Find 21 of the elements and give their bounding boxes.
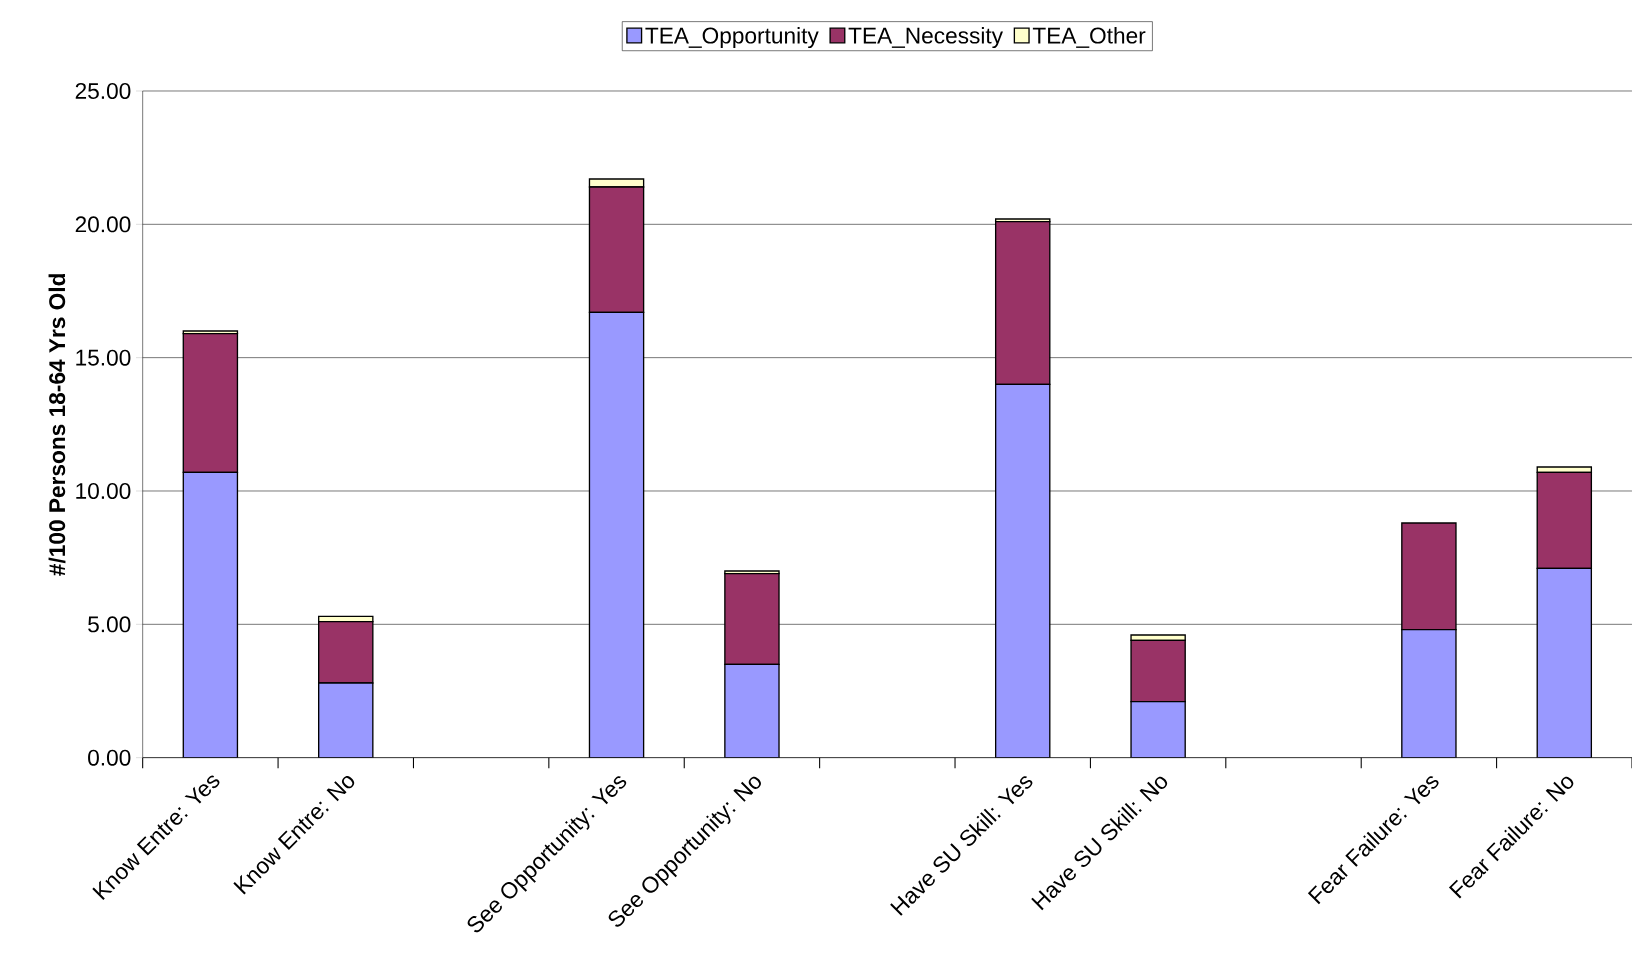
legend-label: TEA_Necessity (848, 26, 1003, 49)
bar (318, 682, 374, 758)
legend-label: TEA_Opportunity (645, 26, 819, 49)
y-tick-label: 15.00 (76, 349, 131, 366)
y-tick-label: 5.00 (88, 616, 131, 633)
bar (1401, 522, 1457, 631)
bar (588, 311, 645, 758)
y-axis-title: #/100 Persons 18-64 Yrs Old (48, 274, 66, 576)
bar (318, 620, 374, 684)
bar (1401, 628, 1457, 758)
y-tick-label: 25.00 (75, 82, 131, 100)
bar (724, 572, 780, 665)
bar (994, 383, 1051, 758)
y-tick-label: 0.00 (88, 749, 131, 766)
y-tick-label: 20.00 (75, 216, 131, 233)
bar (1536, 567, 1593, 758)
bar (182, 471, 239, 758)
bar (1130, 700, 1186, 758)
legend-label: TEA_Other (1032, 26, 1146, 48)
y-tick-label: 10.00 (76, 482, 131, 500)
bar (724, 663, 780, 758)
